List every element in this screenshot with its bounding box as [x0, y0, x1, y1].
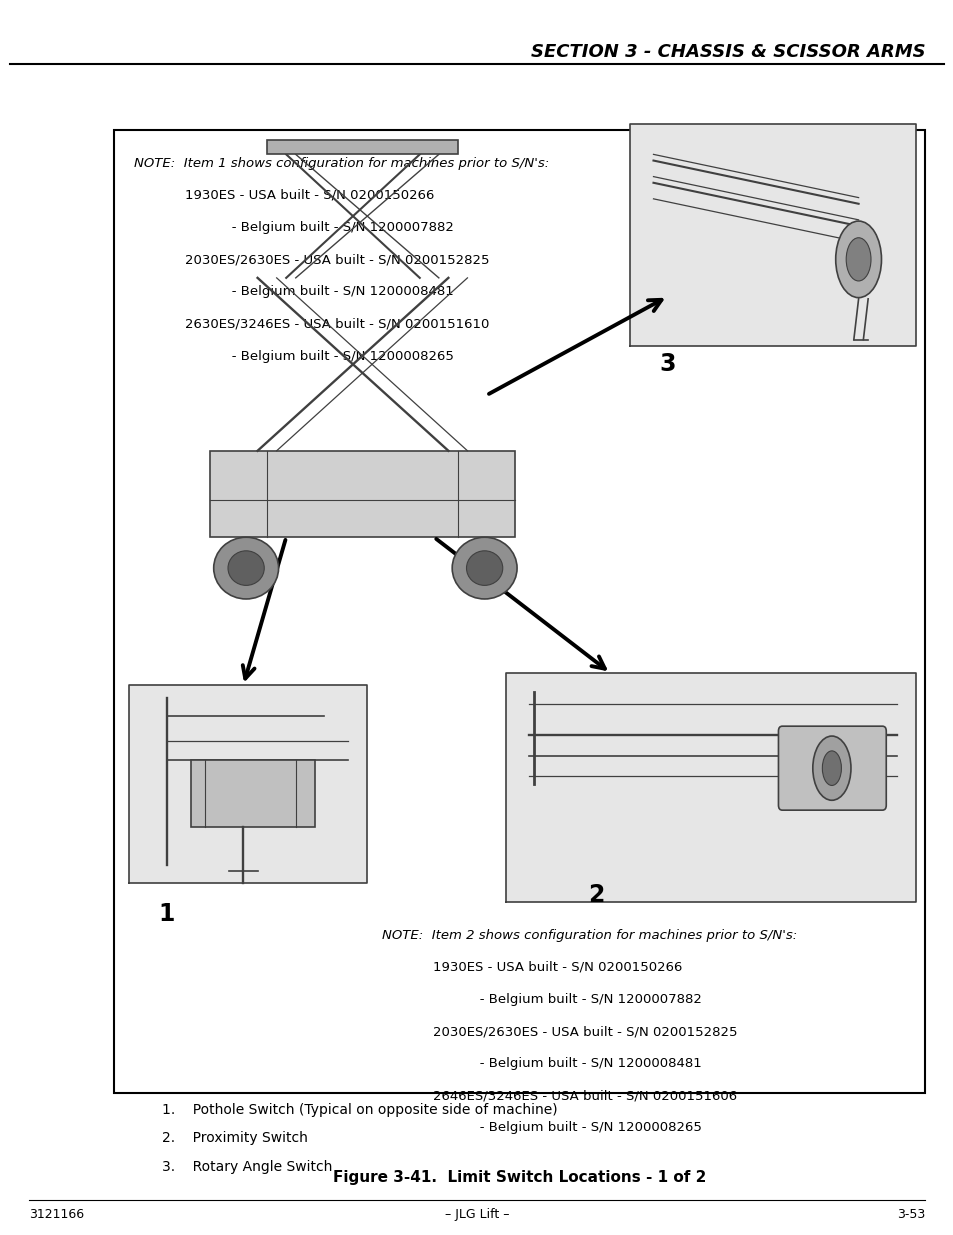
Text: NOTE:  Item 1 shows configuration for machines prior to S/N's:: NOTE: Item 1 shows configuration for mac… [133, 157, 548, 170]
Text: NOTE:  Item 2 shows configuration for machines prior to S/N's:: NOTE: Item 2 shows configuration for mac… [381, 929, 796, 942]
Ellipse shape [845, 237, 870, 280]
Ellipse shape [821, 751, 841, 785]
Bar [114, 130, 924, 1093]
Text: - Belgium built - S/N 1200007882: - Belgium built - S/N 1200007882 [381, 993, 700, 1007]
Text: 1.    Pothole Switch (Typical on opposite side of machine): 1. Pothole Switch (Typical on opposite s… [162, 1103, 558, 1116]
Polygon shape [129, 685, 367, 883]
Ellipse shape [452, 537, 517, 599]
Text: 2646ES/3246ES - USA built - S/N 0200151606: 2646ES/3246ES - USA built - S/N 02001516… [381, 1089, 736, 1103]
Bar [267, 140, 457, 154]
Polygon shape [629, 124, 915, 346]
Text: - Belgium built - S/N 1200007882: - Belgium built - S/N 1200007882 [133, 221, 453, 235]
Text: 1930ES - USA built - S/N 0200150266: 1930ES - USA built - S/N 0200150266 [381, 961, 681, 974]
Text: - Belgium built - S/N 1200008481: - Belgium built - S/N 1200008481 [133, 285, 453, 299]
Text: - Belgium built - S/N 1200008265: - Belgium built - S/N 1200008265 [381, 1121, 700, 1135]
Text: - Belgium built - S/N 1200008265: - Belgium built - S/N 1200008265 [133, 350, 453, 363]
Text: 1930ES - USA built - S/N 0200150266: 1930ES - USA built - S/N 0200150266 [133, 189, 434, 203]
Text: 2: 2 [587, 883, 604, 906]
Text: 3: 3 [659, 352, 676, 375]
FancyBboxPatch shape [778, 726, 885, 810]
Text: 2030ES/2630ES - USA built - S/N 0200152825: 2030ES/2630ES - USA built - S/N 02001528… [381, 1025, 737, 1039]
Bar [210, 451, 515, 537]
Text: 3.    Rotary Angle Switch: 3. Rotary Angle Switch [162, 1160, 333, 1173]
Text: Figure 3-41.  Limit Switch Locations - 1 of 2: Figure 3-41. Limit Switch Locations - 1 … [333, 1170, 706, 1184]
Ellipse shape [466, 551, 502, 585]
Text: 2630ES/3246ES - USA built - S/N 0200151610: 2630ES/3246ES - USA built - S/N 02001516… [133, 317, 489, 331]
Bar [191, 760, 314, 827]
Ellipse shape [228, 551, 264, 585]
Text: 2.    Proximity Switch: 2. Proximity Switch [162, 1131, 308, 1145]
Ellipse shape [835, 221, 881, 298]
Text: – JLG Lift –: – JLG Lift – [444, 1208, 509, 1221]
Text: 2030ES/2630ES - USA built - S/N 0200152825: 2030ES/2630ES - USA built - S/N 02001528… [133, 253, 489, 267]
Text: SECTION 3 - CHASSIS & SCISSOR ARMS: SECTION 3 - CHASSIS & SCISSOR ARMS [530, 43, 924, 62]
Text: 3121166: 3121166 [29, 1208, 84, 1221]
Polygon shape [505, 673, 915, 902]
Ellipse shape [812, 736, 850, 800]
Text: 1: 1 [158, 902, 175, 925]
Text: - Belgium built - S/N 1200008481: - Belgium built - S/N 1200008481 [381, 1057, 700, 1071]
Text: 3-53: 3-53 [896, 1208, 924, 1221]
Ellipse shape [213, 537, 278, 599]
